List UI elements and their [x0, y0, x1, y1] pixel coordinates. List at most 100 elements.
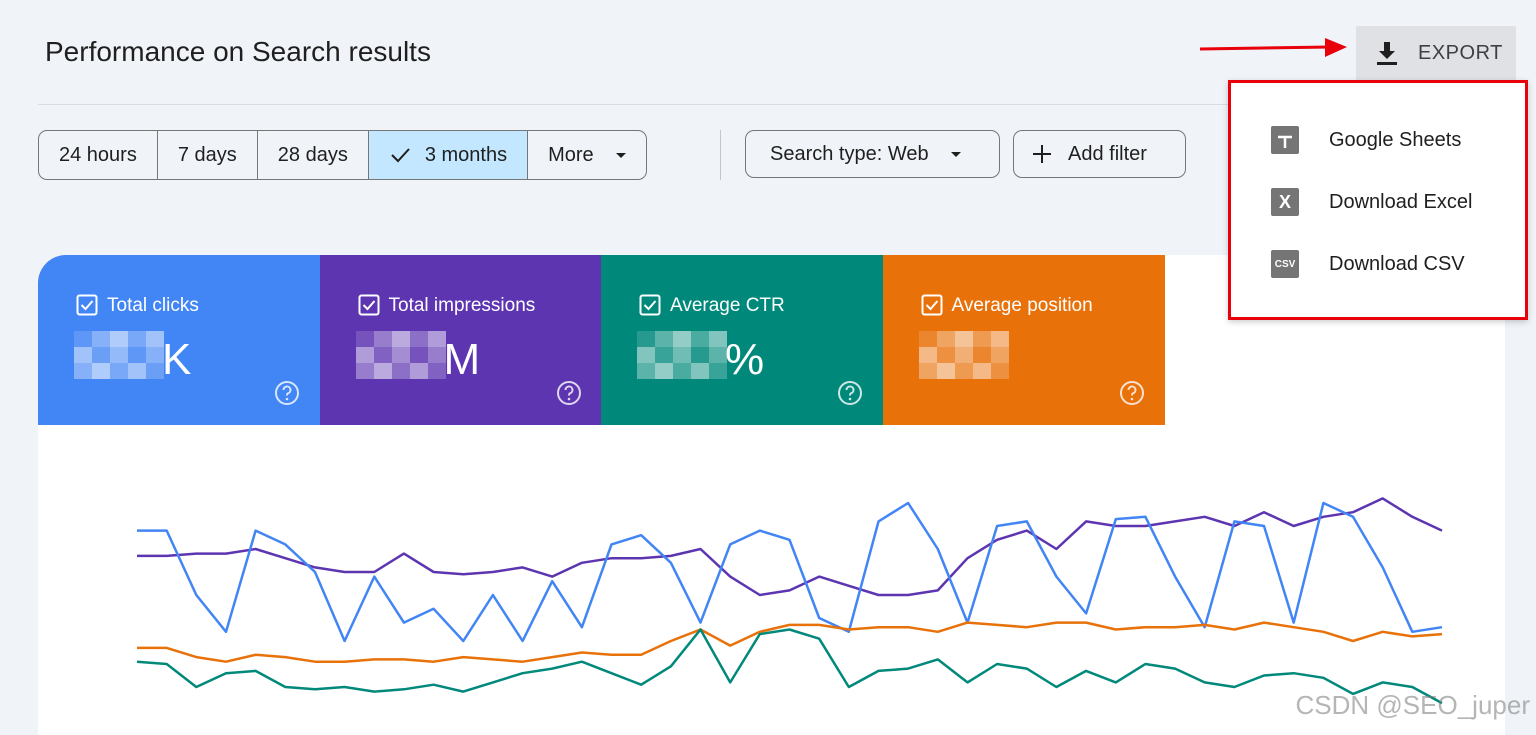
search-type-filter[interactable]: Search type: Web — [745, 130, 1000, 178]
pixel — [373, 363, 392, 379]
pixel — [990, 331, 1009, 347]
pixel — [110, 347, 128, 363]
metric-label: Total impressions — [388, 295, 536, 316]
date-chip[interactable]: 28 days — [258, 131, 369, 179]
pixel — [409, 363, 428, 379]
redacted-value — [637, 331, 727, 379]
menu-item[interactable]: X Download Excel — [1231, 182, 1525, 222]
pixel — [391, 363, 410, 379]
pixel — [637, 363, 655, 379]
metric-label: Total clicks — [107, 295, 199, 316]
series-line — [137, 501, 1443, 643]
help-mark — [282, 385, 292, 396]
pixel — [673, 363, 691, 379]
series-line — [137, 621, 1443, 663]
pixel — [709, 347, 727, 363]
pixel — [355, 363, 374, 379]
checkbox — [76, 294, 98, 316]
check — [362, 300, 375, 311]
date-chip[interactable]: More — [528, 131, 646, 179]
help-mark — [563, 385, 573, 396]
dropdown-caret — [615, 152, 626, 158]
pixel — [355, 347, 374, 363]
series-line — [137, 497, 1443, 597]
dropdown-caret — [950, 151, 961, 157]
pixel — [936, 347, 955, 363]
pixel — [409, 347, 428, 363]
pixel — [990, 347, 1009, 363]
filter-label: Search type: Web — [770, 142, 929, 165]
date-chip[interactable]: 3 months — [368, 131, 529, 179]
pixel — [355, 331, 374, 347]
help-dot — [848, 397, 852, 401]
metric-card[interactable]: Average position — [882, 255, 1165, 425]
check — [391, 148, 410, 163]
watermark: CSDN @SEO_juper — [1295, 690, 1530, 720]
help-icon — [556, 381, 581, 405]
pixel — [637, 331, 655, 347]
check — [80, 300, 94, 311]
pixel — [990, 363, 1009, 379]
pixel — [74, 347, 92, 363]
menu-label: Download Excel — [1329, 190, 1473, 213]
menu-item[interactable]: CSV Download CSV — [1231, 244, 1525, 284]
page-title: Performance on Search results — [45, 36, 431, 67]
pixel — [427, 331, 446, 347]
pixel — [691, 363, 709, 379]
pixel — [918, 331, 937, 347]
divider — [38, 104, 1228, 105]
pixel — [427, 363, 446, 379]
pixel — [954, 347, 973, 363]
date-filter-group: 24 hours 7 days 28 days 3 months More — [38, 130, 647, 180]
help-dot — [1130, 397, 1133, 401]
pixel — [972, 347, 991, 363]
filter-label: Add filter — [1068, 142, 1147, 165]
pixel — [918, 363, 937, 379]
grid — [1278, 135, 1292, 148]
pixel — [110, 331, 128, 347]
pixel — [936, 363, 955, 379]
metric-card[interactable]: Total impressions M — [319, 255, 602, 425]
date-chip[interactable]: 7 days — [158, 131, 258, 179]
help-icon — [838, 381, 862, 405]
icon-text: X — [1278, 191, 1291, 212]
metric-card[interactable]: Total clicks K — [38, 255, 320, 425]
export-button[interactable]: EXPORT — [1356, 26, 1516, 80]
menu-icon: CSV — [1271, 250, 1299, 278]
plus-icon — [1033, 145, 1051, 163]
checkbox — [358, 294, 379, 316]
pixel — [146, 331, 164, 347]
date-chip[interactable]: 24 hours — [39, 131, 158, 179]
pixel — [128, 363, 146, 379]
pixel — [391, 331, 410, 347]
metric-suffix: M — [443, 335, 481, 384]
redacted-value — [355, 331, 446, 379]
pixel — [655, 331, 673, 347]
add-filter[interactable]: Add filter — [1013, 130, 1186, 178]
pixel — [709, 363, 727, 379]
metric-card[interactable]: Average CTR% — [601, 255, 883, 425]
checkbox — [639, 294, 661, 316]
menu-label: Download CSV — [1329, 252, 1465, 275]
pixel — [373, 331, 392, 347]
pixel — [92, 363, 110, 379]
pixel — [373, 347, 392, 363]
icon-text: CSV — [1274, 258, 1296, 270]
sheets-glyph — [1278, 135, 1292, 148]
help-circle — [556, 381, 581, 405]
metric-suffix: K — [162, 335, 192, 384]
check — [643, 300, 657, 311]
pixel — [972, 331, 991, 347]
pixel — [391, 347, 410, 363]
pixel — [110, 363, 128, 379]
pixel — [74, 331, 92, 347]
checkbox — [921, 294, 942, 316]
series-line — [136, 628, 1443, 705]
menu-item[interactable]: Google Sheets — [1231, 120, 1525, 160]
pixel — [936, 331, 955, 347]
pixel — [972, 363, 991, 379]
pixel — [92, 347, 110, 363]
checkbox-icon — [639, 294, 661, 316]
